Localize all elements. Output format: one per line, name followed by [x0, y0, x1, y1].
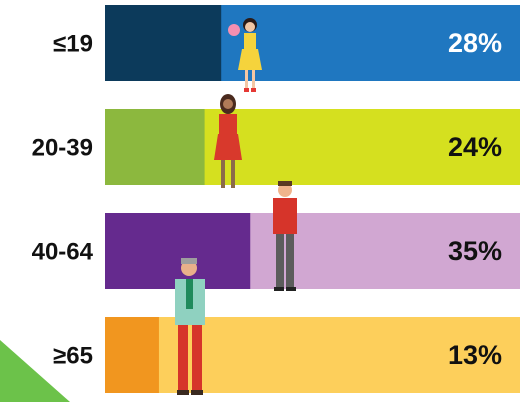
category-label: ≤19 — [53, 30, 93, 57]
bar — [105, 5, 221, 81]
category-label: 40-64 — [32, 238, 94, 265]
value-label: 28% — [448, 28, 502, 58]
chart: ≤19 28% 20-39 24% 40-64 35% ≥65 13% — [0, 0, 523, 402]
category-label: ≥65 — [53, 342, 93, 369]
category-label: 20-39 — [32, 134, 93, 161]
value-label: 24% — [448, 132, 502, 162]
bar — [105, 213, 250, 289]
bar — [105, 317, 159, 393]
bar — [105, 109, 205, 185]
value-label: 13% — [448, 340, 502, 370]
value-label: 35% — [448, 236, 502, 266]
